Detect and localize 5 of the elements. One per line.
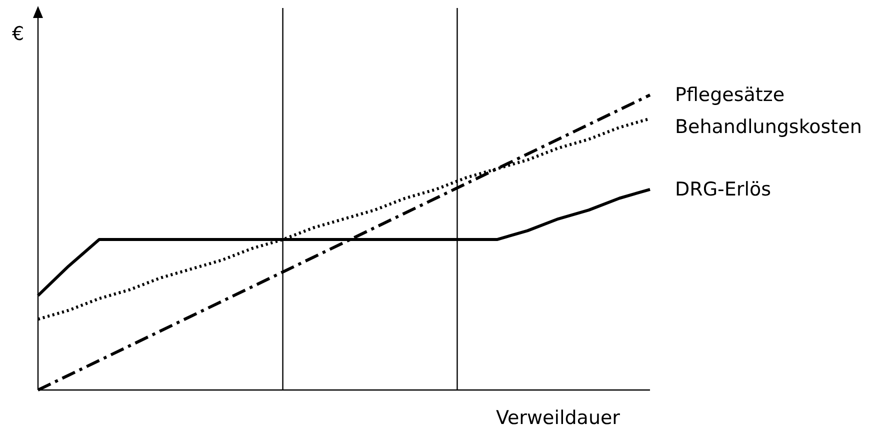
y-axis-title: € <box>12 23 24 45</box>
series-label: Pflegesätze <box>675 84 785 106</box>
x-axis-title: Verweildauer <box>496 407 620 429</box>
series-label: Behandlungskosten <box>675 116 862 138</box>
series-label: DRG-Erlös <box>675 178 772 200</box>
